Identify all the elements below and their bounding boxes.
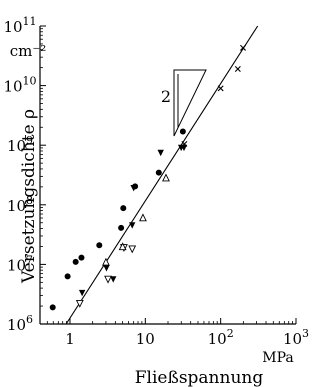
- data-point-filled-triangle-down: [110, 276, 117, 283]
- ticks: 1 10 102 103 106 107 108 109 1010 1011: [3, 15, 309, 348]
- x-tick-label: 102: [208, 327, 234, 348]
- cross-stroke: [240, 44, 246, 51]
- fit-line-group: 2: [65, 25, 259, 325]
- x-axis-label: Fließspannung: [135, 368, 264, 387]
- y-axis-unit: cm⁻²: [10, 42, 47, 60]
- data-point-filled-triangle-down: [78, 289, 86, 297]
- data-point-filled-triangle-down: [129, 222, 136, 229]
- data-point-filled-circle: [64, 273, 71, 280]
- cross-stroke: [234, 65, 241, 72]
- axes: [39, 26, 296, 325]
- data-point-cross: [217, 85, 224, 92]
- data-point-open-triangle-up: [139, 213, 147, 222]
- data-points: [49, 44, 246, 311]
- data-point-filled-circle: [78, 254, 85, 261]
- fit-line: [65, 25, 259, 325]
- data-point-open-triangle-down: [128, 245, 137, 254]
- data-point-open-triangle-up: [101, 257, 110, 266]
- y-tick-label: 107: [7, 253, 33, 274]
- data-point-filled-circle: [179, 128, 186, 135]
- data-point-filled-circle: [72, 258, 79, 265]
- x-tick-label: 103: [283, 327, 309, 348]
- data-point-cross: [240, 44, 246, 51]
- cross-stroke: [181, 140, 188, 147]
- data-point-open-triangle-up: [118, 242, 127, 251]
- x-tick-label: 10: [136, 330, 155, 348]
- data-point-filled-triangle-down: [157, 149, 164, 157]
- data-point-open-triangle-down: [104, 275, 112, 284]
- axis-labels: Versetzungsdichte ρ cm⁻² Fließspannung MPa: [10, 42, 294, 387]
- data-point-filled-circle: [155, 169, 162, 176]
- x-axis-unit: MPa: [262, 350, 293, 366]
- y-tick-label: 106: [7, 313, 33, 334]
- x-tick-label: 1: [65, 330, 75, 348]
- data-point-filled-triangle-down: [103, 265, 110, 272]
- data-point-filled-circle: [96, 242, 103, 249]
- y-axis-label: Versetzungsdichte ρ: [19, 109, 39, 284]
- y-tick-label: 1010: [3, 75, 36, 96]
- data-point-open-triangle-down: [75, 299, 84, 308]
- slope-label: 2: [161, 87, 171, 106]
- slope-triangle: [173, 69, 207, 137]
- y-tick-label: 1011: [3, 15, 36, 36]
- data-point-filled-circle: [118, 224, 125, 231]
- data-point-open-triangle-up: [162, 173, 170, 182]
- data-point-cross: [181, 140, 188, 147]
- data-point-filled-circle: [49, 304, 56, 311]
- cross-stroke: [217, 85, 224, 92]
- data-point-cross: [234, 65, 241, 72]
- data-point-filled-triangle-down: [130, 184, 137, 192]
- y-tick-label: 109: [7, 134, 33, 155]
- y-tick-label: 108: [7, 194, 33, 215]
- data-point-filled-circle: [120, 205, 127, 212]
